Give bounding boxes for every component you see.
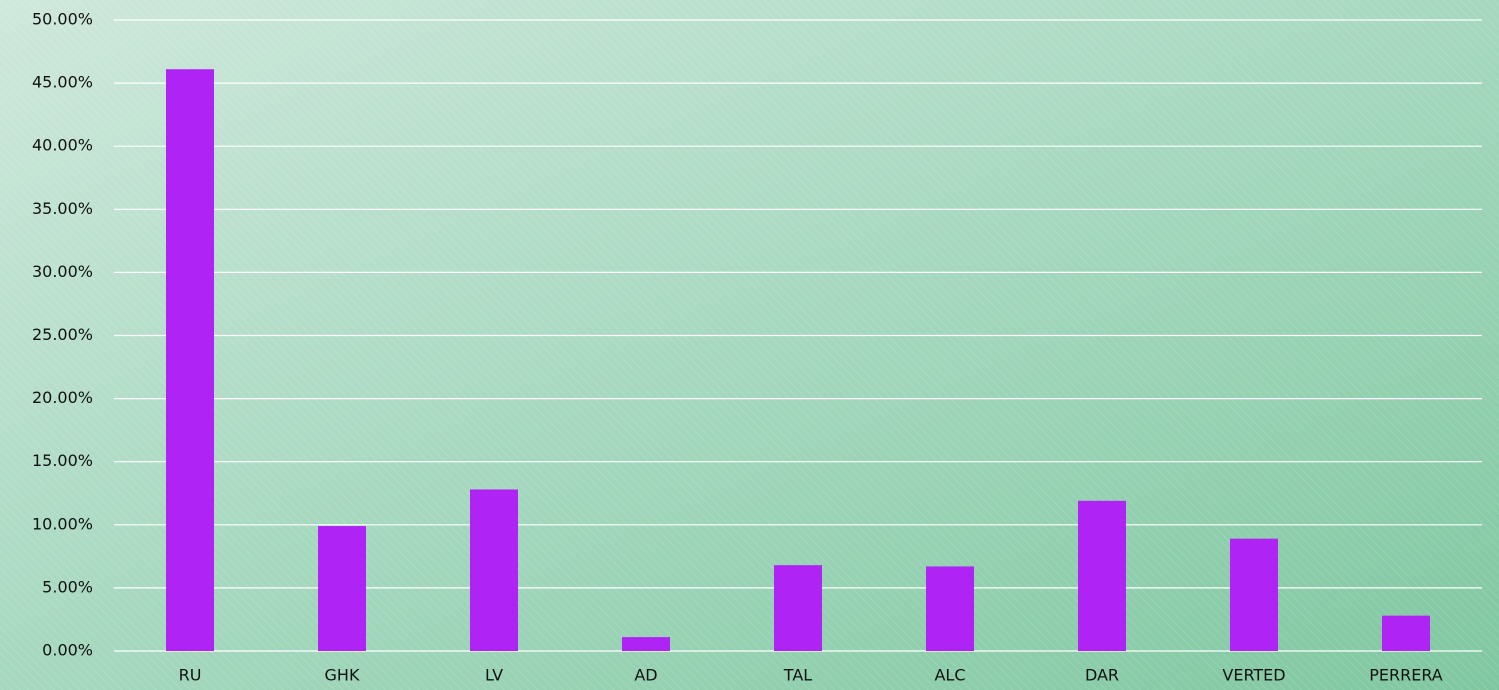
- y-tick-label: 45.00%: [32, 73, 93, 92]
- x-tick-label: DAR: [1085, 666, 1119, 685]
- bar: [1078, 500, 1126, 651]
- bar: [926, 566, 974, 651]
- y-tick-label: 30.00%: [32, 262, 93, 281]
- x-tick-label: AD: [634, 666, 657, 685]
- y-tick-label: 15.00%: [32, 451, 93, 470]
- y-tick-label: 0.00%: [42, 641, 93, 660]
- bar: [470, 489, 518, 651]
- x-tick-label: LV: [485, 666, 503, 685]
- x-tick-label: PERRERA: [1369, 666, 1443, 685]
- x-tick-label: TAL: [783, 666, 812, 685]
- x-tick-label: ALC: [934, 666, 965, 685]
- bar: [166, 69, 214, 651]
- bar: [1382, 615, 1430, 651]
- y-tick-label: 20.00%: [32, 388, 93, 407]
- x-tick-label: RU: [179, 666, 202, 685]
- y-tick-label: 35.00%: [32, 199, 93, 218]
- x-tick-label: GHK: [325, 666, 360, 685]
- bar: [622, 637, 670, 651]
- y-tick-label: 40.00%: [32, 136, 93, 155]
- bar: [774, 565, 822, 651]
- y-tick-label: 50.00%: [32, 10, 93, 29]
- x-tick-label: VERTED: [1222, 666, 1285, 685]
- y-tick-label: 10.00%: [32, 514, 93, 533]
- y-tick-label: 25.00%: [32, 325, 93, 344]
- bar: [1230, 538, 1278, 651]
- y-tick-label: 5.00%: [42, 577, 93, 596]
- bar: [318, 526, 366, 651]
